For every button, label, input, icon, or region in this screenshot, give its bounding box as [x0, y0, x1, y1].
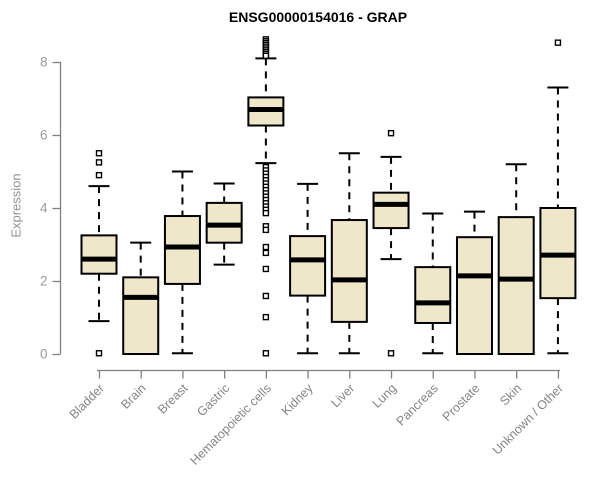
outlier-point	[262, 265, 270, 273]
box	[122, 276, 160, 356]
boxplot-prostate	[455, 210, 493, 355]
y-axis-label: Expression	[8, 173, 24, 238]
boxplot-bladder	[80, 150, 118, 357]
boxplot-unknown-other	[539, 39, 577, 355]
y-tick-label: 6	[40, 128, 48, 143]
x-tick-label: Kidney	[279, 381, 316, 418]
outlier-point	[554, 39, 562, 46]
outlier-point	[262, 209, 270, 217]
outlier-point	[262, 243, 270, 251]
x-tick-label: Gastric	[194, 381, 232, 419]
outlier-point	[262, 226, 270, 234]
box	[289, 235, 327, 297]
y-tick-label: 2	[40, 274, 48, 289]
outlier-point	[95, 350, 103, 357]
box	[372, 191, 410, 230]
box	[455, 236, 493, 355]
outlier-point	[262, 292, 270, 300]
boxplot-hematopoietic-cells	[247, 36, 285, 357]
boxplot-skin	[497, 163, 535, 355]
x-tick-label: Bladder	[67, 381, 107, 421]
box	[414, 266, 452, 324]
x-tick-label: Skin	[497, 381, 524, 408]
outlier-point	[387, 129, 395, 137]
y-tick-label: 4	[40, 201, 48, 216]
x-tick-label: Pancreas	[394, 381, 441, 428]
outlier-point	[387, 350, 395, 357]
box	[163, 215, 201, 285]
x-tick-label: Breast	[155, 381, 191, 417]
x-tick-label: Hematopoietic cells	[187, 381, 274, 468]
y-tick-label: 0	[40, 347, 48, 362]
x-tick-label: Lung	[370, 381, 400, 411]
chart-title: ENSG00000154016 - GRAP	[228, 9, 408, 25]
outlier-point	[262, 350, 270, 357]
x-tick-label: Prostate	[440, 381, 483, 424]
boxplot-gastric	[205, 182, 243, 266]
outlier-point	[262, 52, 270, 59]
boxplot-breast	[163, 170, 201, 355]
boxplot-brain	[122, 241, 160, 356]
x-tick-label: Liver	[328, 381, 357, 410]
outlier-point	[262, 249, 270, 257]
boxplot-pancreas	[414, 212, 452, 355]
box	[497, 216, 535, 355]
box	[80, 234, 118, 275]
x-tick-label: Unknown / Other	[490, 381, 566, 457]
outlier-point	[262, 313, 270, 321]
boxplot-lung	[372, 129, 410, 357]
box	[330, 219, 368, 323]
y-tick-label: 8	[40, 55, 48, 70]
outlier-point	[95, 150, 103, 157]
boxplot-liver	[330, 152, 368, 355]
outlier-point	[95, 171, 103, 179]
boxplot-kidney	[289, 182, 327, 355]
x-tick-label: Brain	[118, 381, 149, 412]
outlier-point	[95, 159, 103, 166]
